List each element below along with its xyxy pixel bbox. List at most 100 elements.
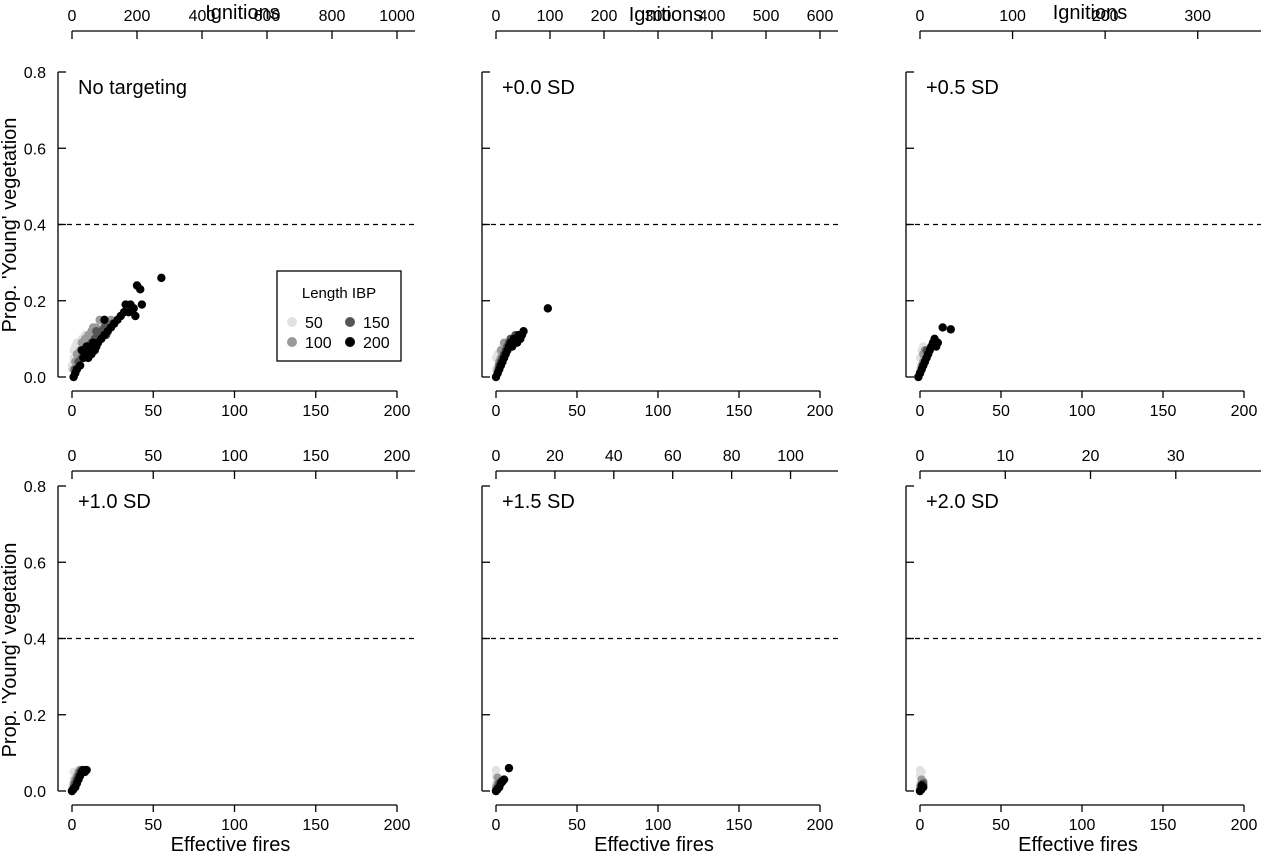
data-point-ibp-200 <box>129 304 138 313</box>
x-tick-label: 100 <box>645 403 672 420</box>
x-tick-label: 150 <box>302 817 329 834</box>
data-point-ibp-200 <box>519 327 528 336</box>
top-tick-label: 20 <box>1082 448 1100 465</box>
top-tick-label: 0 <box>492 8 501 25</box>
legend-marker <box>345 317 355 327</box>
top-tick-label: 80 <box>723 448 741 465</box>
x-tick-label: 200 <box>1231 817 1258 834</box>
y-tick-label: 0.8 <box>24 65 46 82</box>
x-tick-label: 150 <box>726 817 753 834</box>
x-tick-label: 50 <box>144 403 162 420</box>
panel-label: +0.5 SD <box>926 77 999 99</box>
legend-label: 150 <box>363 315 390 332</box>
legend-marker <box>287 337 297 347</box>
top-tick-label: 10 <box>996 448 1014 465</box>
top-tick-label: 200 <box>591 8 618 25</box>
data-point-ibp-200 <box>88 338 98 347</box>
legend-marker <box>345 337 355 347</box>
top-axis-title: Ignitions <box>629 4 704 26</box>
top-tick-label: 100 <box>999 8 1026 25</box>
top-tick-label: 600 <box>807 8 834 25</box>
legend: Length IBP 50 150 100 200 <box>276 270 402 362</box>
x-tick-label: 100 <box>645 817 672 834</box>
x-tick-label: 200 <box>384 403 411 420</box>
x-axis-title: Effective fires <box>1018 834 1138 853</box>
panel-label: +1.0 SD <box>78 491 151 513</box>
x-axis-title: Effective fires <box>594 834 714 853</box>
panel-2: 0 50 100 150 200 0 100 200 300 400 500 600 +0.0 SD <box>481 8 838 420</box>
top-tick-label: 0 <box>916 8 925 25</box>
x-tick-label: 200 <box>1231 403 1258 420</box>
x-tick-label: 200 <box>807 403 834 420</box>
x-tick-label: 150 <box>302 403 329 420</box>
data-point-ibp-200 <box>543 304 553 313</box>
top-tick-label: 0 <box>492 448 501 465</box>
panel-label: +2.0 SD <box>926 491 999 513</box>
x-tick-label: 50 <box>992 817 1010 834</box>
x-tick-label: 100 <box>221 817 248 834</box>
x-tick-label: 200 <box>384 817 411 834</box>
top-tick-label: 100 <box>221 448 248 465</box>
top-tick-label: 0 <box>68 8 77 25</box>
top-tick-label: 60 <box>664 448 682 465</box>
data-point-ibp-150 <box>92 327 101 336</box>
top-tick-label: 600 <box>254 8 281 25</box>
y-tick-label: 0.0 <box>24 370 46 387</box>
top-tick-label: 300 <box>1184 8 1211 25</box>
top-tick-label: 40 <box>605 448 623 465</box>
top-tick-label: 0 <box>916 448 925 465</box>
x-tick-label: 100 <box>221 403 248 420</box>
top-tick-label: 200 <box>384 448 411 465</box>
x-tick-label: 100 <box>1069 403 1096 420</box>
top-tick-label: 300 <box>645 8 672 25</box>
top-tick-label: 1000 <box>379 8 415 25</box>
legend-label: 100 <box>305 335 332 352</box>
y-tick-label: 0.6 <box>24 555 46 572</box>
data-point-ibp-200 <box>499 775 509 784</box>
top-tick-label: 200 <box>124 8 151 25</box>
data-point-ibp-200 <box>933 338 943 347</box>
legend-label: 50 <box>305 315 323 332</box>
panel-4: 0.0 0.2 0.4 0.6 0.8 0 50 100 150 200 0 50 100 150 200 +… <box>24 448 415 834</box>
data-point-ibp-200 <box>917 781 926 790</box>
data-point-ibp-200 <box>938 323 947 332</box>
legend-box <box>276 270 402 362</box>
top-tick-label: 100 <box>537 8 564 25</box>
x-tick-label: 50 <box>568 403 586 420</box>
x-tick-label: 0 <box>492 403 501 420</box>
top-tick-label: 50 <box>144 448 162 465</box>
data-point-ibp-200 <box>85 346 95 355</box>
legend-title: Length IBP <box>302 285 376 302</box>
panel-5: 0 50 100 150 200 0 20 40 60 80 100 +1.5 SD <box>481 448 838 834</box>
data-point-ibp-200 <box>100 315 109 325</box>
x-tick-label: 0 <box>492 817 501 834</box>
x-tick-label: 100 <box>1069 817 1096 834</box>
top-tick-label: 150 <box>302 448 329 465</box>
top-axis-title: Ignitions <box>205 2 280 24</box>
top-tick-label: 800 <box>319 8 346 25</box>
x-tick-label: 0 <box>916 403 925 420</box>
data-point-ibp-200 <box>136 285 145 294</box>
panel-3: 0 50 100 150 200 0 100 200 300 +0.5 SD <box>905 8 1261 420</box>
x-tick-label: 50 <box>144 817 162 834</box>
data-point-ibp-200 <box>82 765 91 775</box>
panel-6: 0 50 100 150 200 0 10 20 30 +2.0 SD <box>905 448 1261 834</box>
data-point-ibp-200 <box>137 300 147 309</box>
top-tick-label: 400 <box>189 8 216 25</box>
data-point-ibp-200 <box>504 763 514 773</box>
data-point-ibp-50 <box>917 767 926 777</box>
y-tick-label: 0.8 <box>24 479 46 496</box>
x-tick-label: 200 <box>807 817 834 834</box>
y-tick-label: 0.0 <box>24 784 46 801</box>
x-tick-label: 150 <box>1150 817 1177 834</box>
panel-label: No targeting <box>78 77 187 99</box>
x-tick-label: 150 <box>726 403 753 420</box>
top-tick-label: 500 <box>753 8 780 25</box>
panel-1: 0.0 0.2 0.4 0.6 0.8 0 50 100 150 200 0 200 400 600 800… <box>24 8 415 420</box>
y-axis-title: Prop. 'Young' vegetation <box>0 118 21 333</box>
x-tick-label: 0 <box>68 817 77 834</box>
x-tick-label: 150 <box>1150 403 1177 420</box>
x-axis-title: Effective fires <box>171 834 291 853</box>
top-tick-label: 20 <box>546 448 564 465</box>
